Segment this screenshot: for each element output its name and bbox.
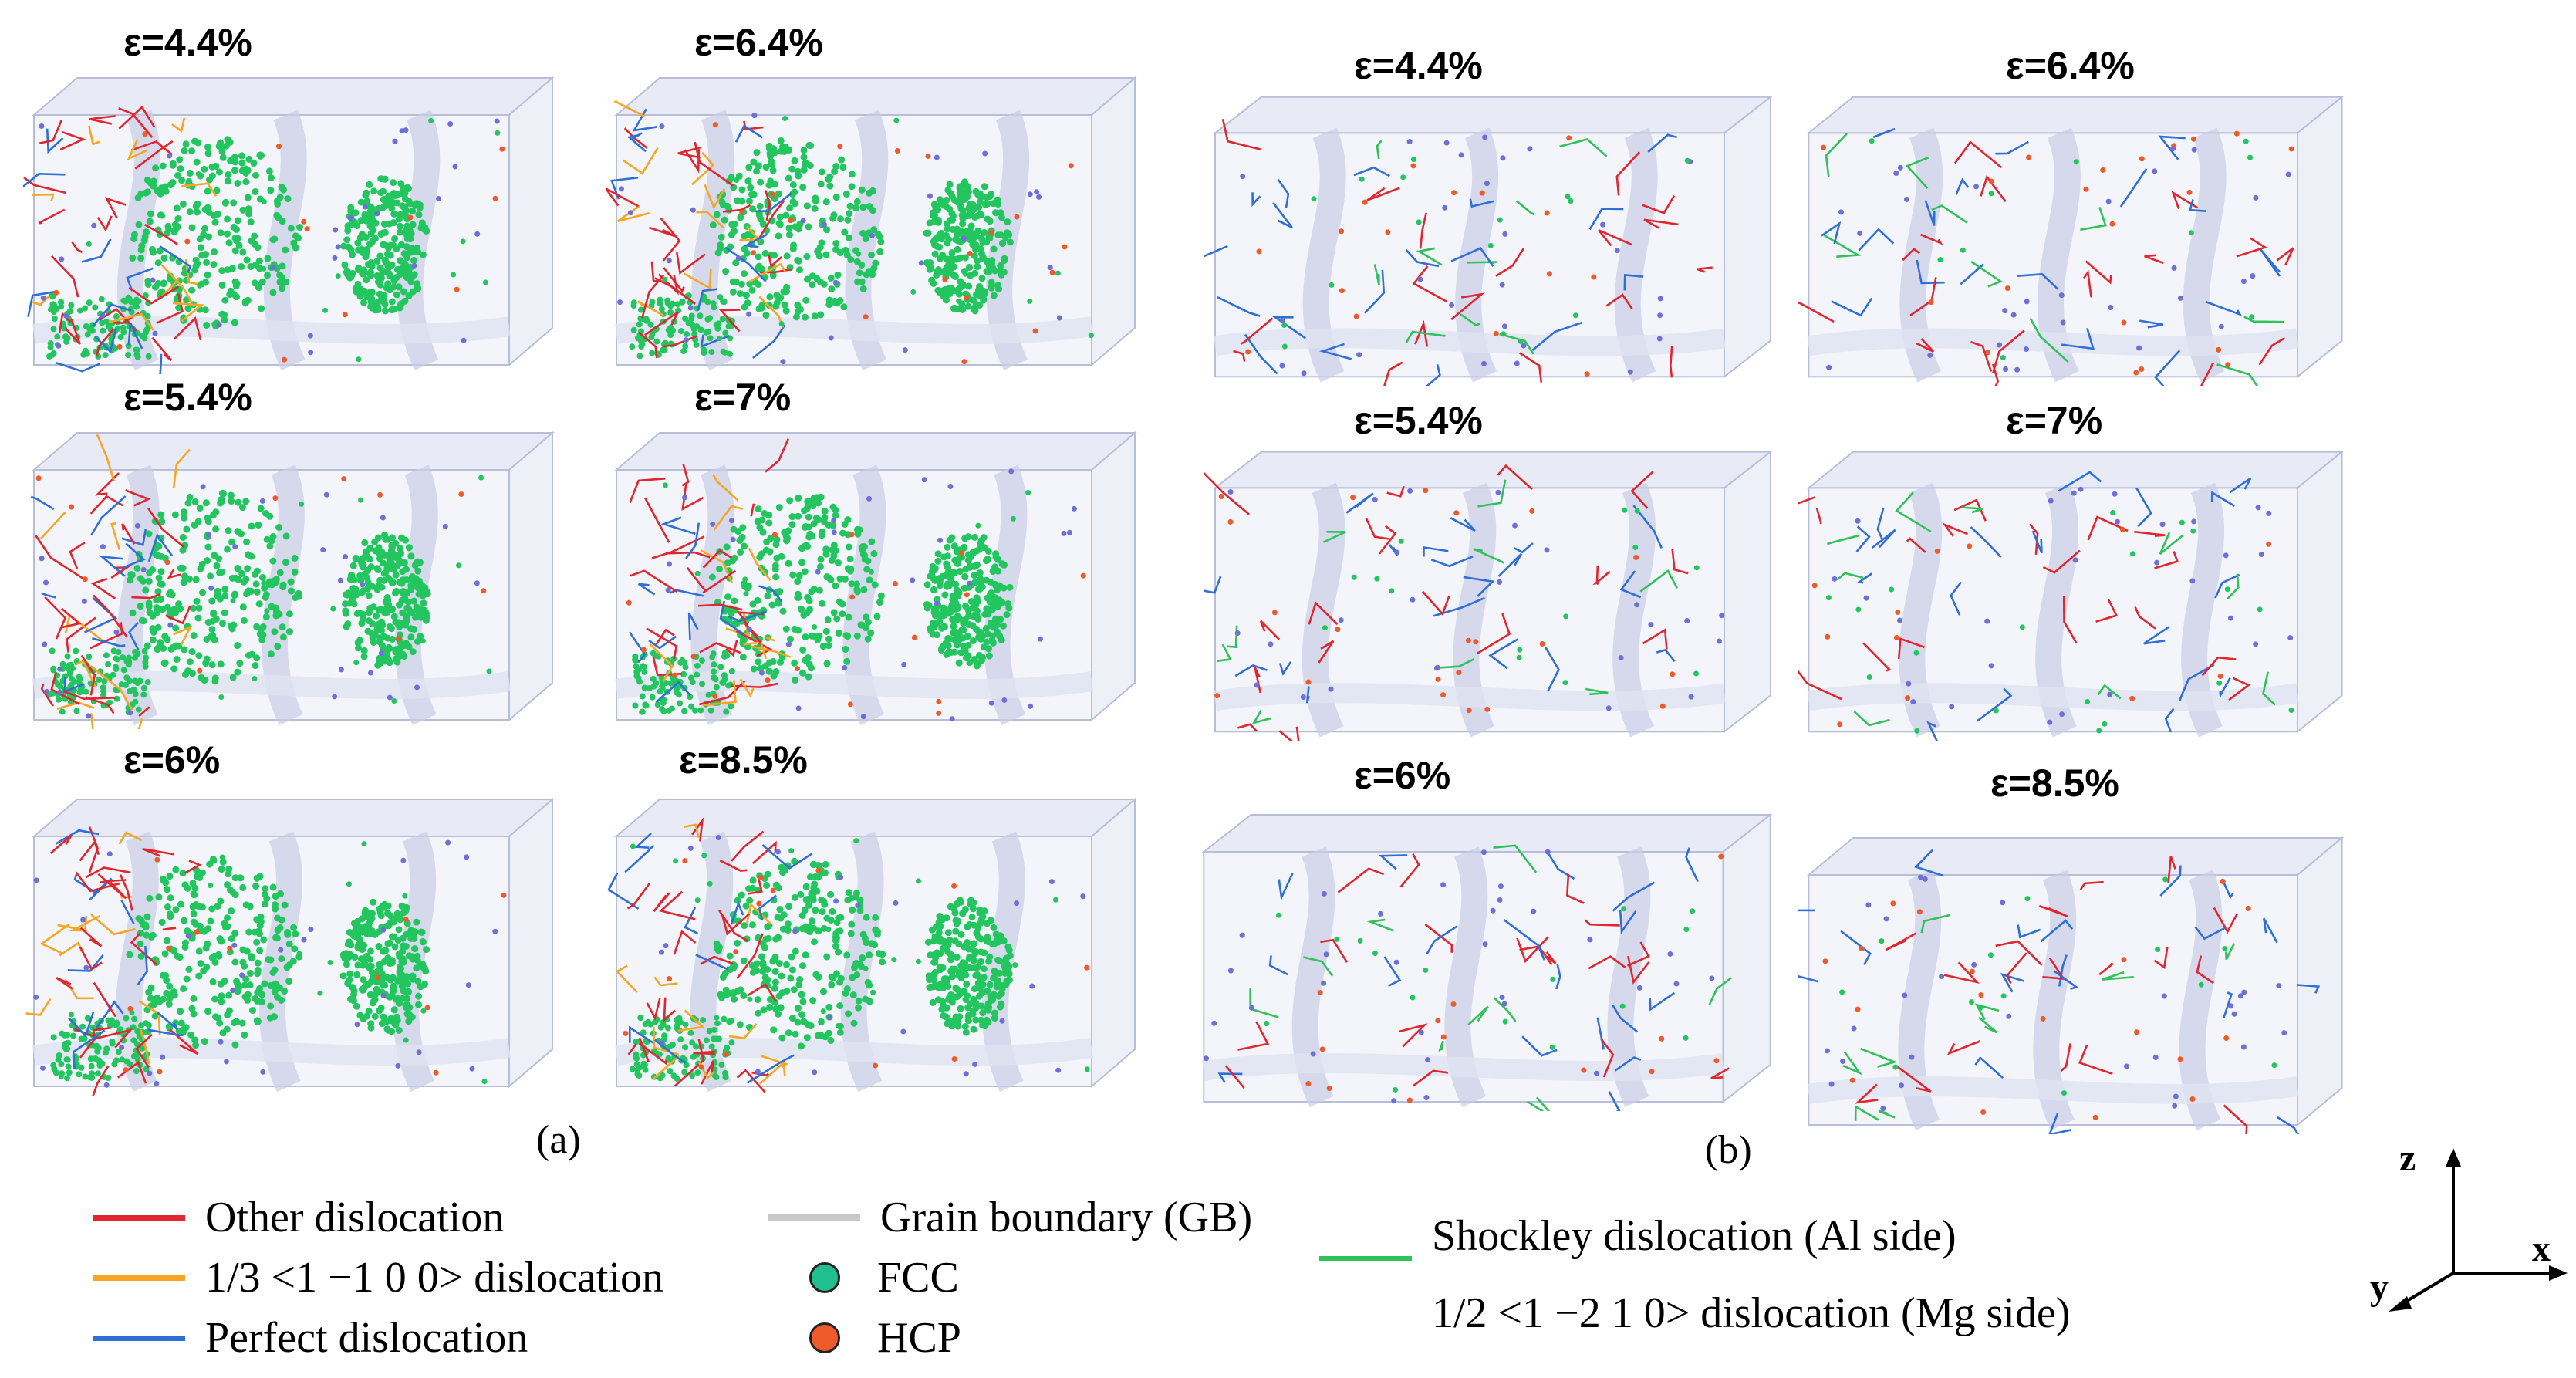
axis-z-label: z bbox=[2399, 1138, 2416, 1179]
fcc-atom-icon bbox=[809, 1262, 840, 1293]
strain-label: ε=4.4% bbox=[123, 21, 252, 64]
axis-y-label: y bbox=[2370, 1267, 2389, 1308]
panel-b-snapshot bbox=[1204, 85, 1782, 386]
axis-x-label: x bbox=[2532, 1228, 2551, 1269]
strain-label: ε=5.4% bbox=[1354, 399, 1483, 442]
strain-label: ε=4.4% bbox=[1354, 44, 1483, 87]
panel-b-snapshot bbox=[1204, 440, 1782, 741]
legend-hcp: HCP bbox=[806, 1316, 961, 1359]
axes-icon bbox=[2389, 1148, 2568, 1312]
red-line-icon bbox=[93, 1214, 185, 1221]
strain-label: ε=6% bbox=[123, 738, 221, 782]
legend-label: Grain boundary (GB) bbox=[880, 1194, 1253, 1241]
panel-b-snapshot bbox=[1192, 802, 1782, 1111]
panel-a-snapshot bbox=[606, 420, 1146, 729]
strain-label: ε=8.5% bbox=[679, 738, 808, 782]
panel-b-snapshot bbox=[1798, 440, 2353, 741]
panel-a-snapshot bbox=[606, 787, 1146, 1096]
gray-line-icon bbox=[768, 1214, 860, 1221]
panel-b-label: (b) bbox=[1705, 1128, 1752, 1172]
legend-partial-dislocation: 1/3 <1 −1 0 0> dislocation bbox=[93, 1256, 663, 1299]
panel-a-snapshot bbox=[23, 66, 563, 374]
legend-label: Shockley dislocation (Al side) bbox=[1432, 1211, 1956, 1260]
legend-label: 1/2 <1 −2 1 0> dislocation (Mg side) bbox=[1432, 1289, 2071, 1337]
legend-label: FCC bbox=[877, 1254, 959, 1302]
strain-label: ε=8.5% bbox=[1990, 762, 2119, 805]
panel-b-snapshot bbox=[1798, 826, 2353, 1134]
panel-a-snapshot bbox=[606, 66, 1146, 374]
legend-shockley-dislocation: Shockley dislocation (Al side) bbox=[1319, 1210, 1956, 1261]
strain-label: ε=6% bbox=[1354, 754, 1451, 797]
strain-label: ε=7% bbox=[694, 376, 792, 419]
legend-label: Perfect dislocation bbox=[205, 1314, 528, 1362]
strain-label: ε=6.4% bbox=[2006, 44, 2135, 87]
strain-label: ε=5.4% bbox=[123, 376, 252, 419]
legend-label: Other dislocation bbox=[205, 1194, 505, 1241]
green-line-icon bbox=[1319, 1256, 1412, 1261]
strain-label: ε=6.4% bbox=[694, 21, 823, 64]
legend-grain-boundary: Grain boundary (GB) bbox=[768, 1196, 1252, 1239]
panel-a-label: (a) bbox=[536, 1118, 581, 1162]
legend-other-dislocation: Other dislocation bbox=[93, 1196, 504, 1239]
legend-mg-dislocation: 1/2 <1 −2 1 0> dislocation (Mg side) bbox=[1432, 1292, 2070, 1335]
strain-label: ε=7% bbox=[2006, 399, 2103, 442]
orange-line-icon bbox=[93, 1275, 185, 1281]
panel-a-snapshot bbox=[23, 420, 563, 729]
legend-label: 1/3 <1 −1 0 0> dislocation bbox=[205, 1254, 664, 1302]
panel-a-snapshot bbox=[23, 787, 563, 1096]
hcp-atom-icon bbox=[809, 1322, 840, 1353]
legend-fcc: FCC bbox=[806, 1256, 959, 1299]
blue-line-icon bbox=[93, 1335, 185, 1341]
legend-perfect-dislocation: Perfect dislocation bbox=[93, 1316, 528, 1359]
panel-b-snapshot bbox=[1798, 85, 2353, 386]
legend-label: HCP bbox=[877, 1314, 961, 1362]
